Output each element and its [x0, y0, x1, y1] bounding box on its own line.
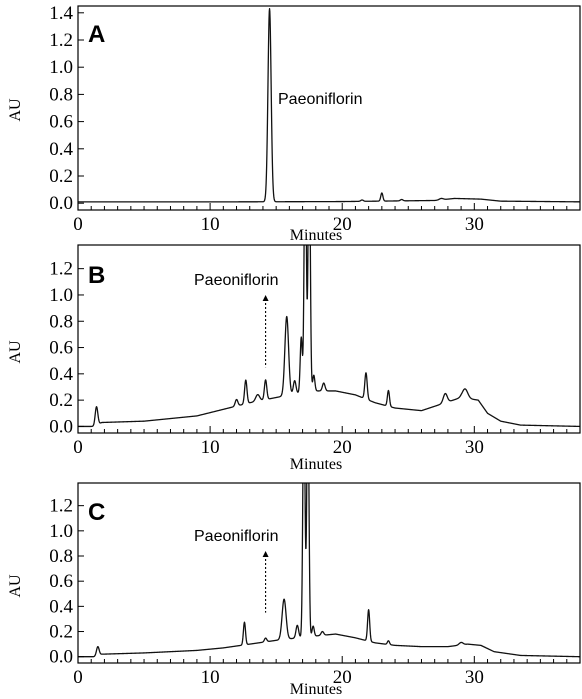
y-tick-label: 0.8 [49, 84, 73, 105]
y-tick-label: 0.4 [49, 139, 73, 160]
arrowhead-icon [262, 551, 269, 557]
y-tick-label: 0.2 [49, 390, 73, 411]
y-tick-label: 0.6 [49, 571, 73, 592]
chromatogram-trace [78, 483, 580, 658]
y-tick-label: 0.2 [49, 166, 73, 187]
x-axis-title: Minutes [290, 681, 342, 698]
y-tick-label: 1.2 [49, 30, 73, 51]
x-tick-label: 20 [333, 667, 352, 688]
x-tick-label: 0 [73, 667, 83, 688]
panel-label: A [88, 21, 105, 48]
chart-panel-a: 0 10 20 30 0.0 0.2 0.4 0.6 0.8 1.0 1.2 1.4 Minutes AU… [7, 3, 581, 244]
x-tick-label: 30 [465, 214, 484, 235]
paeoniflorin-annotation: Paeoniflorin [194, 528, 279, 545]
y-tick-label: 0.4 [49, 364, 73, 385]
y-tick-label: 0.2 [49, 622, 73, 643]
y-tick-label: 0.0 [49, 193, 73, 214]
arrowhead-icon [262, 295, 269, 301]
x-tick-label: 20 [333, 437, 352, 458]
plot-frame [77, 482, 581, 664]
x-tick-label: 30 [465, 667, 484, 688]
x-tick-label: 20 [333, 214, 352, 235]
paeoniflorin-annotation: Paeoniflorin [278, 91, 363, 108]
x-tick-label: 10 [201, 667, 220, 688]
y-tick-label: 0.0 [49, 647, 73, 668]
y-tick-label: 0.0 [49, 416, 73, 437]
paeoniflorin-annotation: Paeoniflorin [194, 272, 279, 289]
y-tick-label: 1.2 [49, 496, 73, 517]
y-tick-label: 0.4 [49, 596, 73, 617]
x-axis-title: Minutes [290, 456, 342, 473]
x-tick-label: 0 [73, 214, 83, 235]
chromatogram-trace [78, 245, 580, 428]
x-tick-label: 0 [73, 437, 83, 458]
y-axis-title: AU [7, 98, 24, 122]
plot-frame [77, 244, 581, 434]
y-axis-title: AU [7, 574, 24, 598]
chart-panel-c: 0 10 20 30 0.0 0.2 0.4 0.6 0.8 1.0 1.2 Minutes AU C Pa… [7, 482, 581, 698]
y-tick-label: 1.0 [49, 285, 73, 306]
y-tick-label: 0.8 [49, 311, 73, 332]
y-axis-title: AU [7, 340, 24, 364]
y-tick-label: 0.8 [49, 546, 73, 567]
y-tick-label: 1.0 [49, 57, 73, 78]
chart-panel-b: 0 10 20 30 0.0 0.2 0.4 0.6 0.8 1.0 1.2 Minutes AU B Pa… [7, 244, 581, 473]
x-tick-label: 10 [201, 437, 220, 458]
chromatogram-trace [78, 7, 580, 203]
x-axis-title: Minutes [290, 227, 342, 244]
y-tick-label: 0.6 [49, 338, 73, 359]
x-tick-label: 10 [201, 214, 220, 235]
y-tick-label: 1.2 [49, 259, 73, 280]
plot-frame [77, 5, 581, 211]
y-tick-label: 0.6 [49, 112, 73, 133]
x-tick-label: 30 [465, 437, 484, 458]
panel-label: B [88, 262, 105, 289]
panel-label: C [88, 499, 105, 526]
y-tick-label: 1.0 [49, 521, 73, 542]
y-tick-label: 1.4 [49, 3, 73, 24]
